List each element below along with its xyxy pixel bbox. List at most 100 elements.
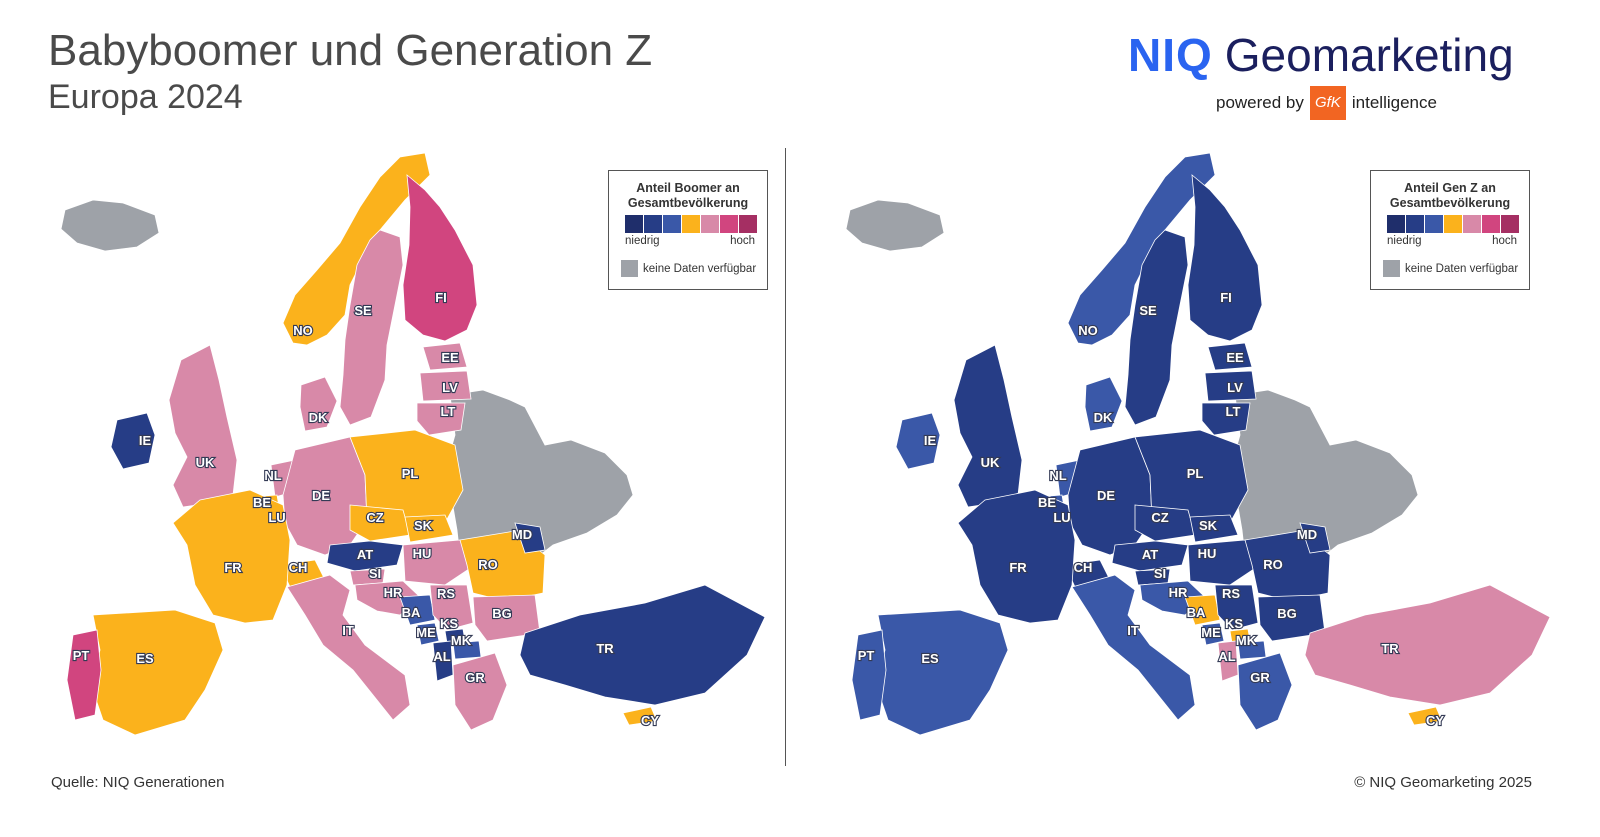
map-boomer: IE UK NO SE FI EE LV LT DK NL BE LU DE PL CZ SK AT CH FR SI… — [5, 145, 785, 770]
country-label-fr: FR — [224, 560, 242, 575]
country-label-si: SI — [1154, 566, 1166, 581]
country-label-hu: HU — [1198, 546, 1217, 561]
country-region-it — [286, 574, 411, 721]
country-region-ba — [399, 594, 436, 626]
legend-no-data-label: keine Daten verfügbar — [1405, 263, 1519, 275]
country-region-pt — [66, 629, 102, 721]
country-region-ba — [1184, 594, 1221, 626]
country-region-cz — [1134, 504, 1196, 542]
country-region-rs — [1214, 584, 1259, 631]
logo-niq-text: NIQ — [1128, 29, 1213, 81]
legend-no-data-swatch — [621, 260, 638, 277]
source-note: Quelle: NIQ Generationen — [51, 774, 225, 791]
legend-swatch — [1482, 215, 1500, 233]
country-label-de: DE — [312, 488, 330, 503]
country-region-se — [1124, 229, 1189, 426]
country-label-es: ES — [921, 651, 939, 666]
gfk-logo-icon: GfK — [1309, 86, 1346, 120]
country-region-at — [326, 540, 404, 572]
country-label-sk: SK — [414, 518, 433, 533]
country-label-ks: KS — [1225, 616, 1243, 631]
country-region-gr — [1237, 652, 1293, 731]
country-label-ks: KS — [440, 616, 458, 631]
country-region-bg — [1257, 594, 1326, 642]
legend-title: Anteil Boomer an Gesamtbevölkerung — [627, 181, 749, 210]
map-divider — [785, 148, 786, 766]
country-label-me: ME — [1201, 625, 1221, 640]
legend-no-data-swatch — [1383, 260, 1400, 277]
country-label-hr: HR — [1169, 585, 1188, 600]
country-region-es — [90, 609, 224, 736]
country-label-es: ES — [136, 651, 154, 666]
country-label-md: MD — [1297, 527, 1317, 542]
country-region-hu — [402, 539, 476, 586]
legend-low-label: niedrig — [1387, 235, 1422, 247]
country-region-cz — [349, 504, 411, 542]
country-region-sk — [404, 514, 454, 543]
country-region-gr — [452, 652, 508, 731]
country-label-pt: PT — [858, 648, 875, 663]
country-label-lu: LU — [268, 510, 285, 525]
legend-swatch — [1463, 215, 1481, 233]
country-label-al: AL — [1218, 649, 1235, 664]
country-label-cz: CZ — [366, 510, 383, 525]
country-region-pt — [851, 629, 887, 721]
country-region-is — [845, 199, 945, 252]
country-label-ch: CH — [1074, 560, 1093, 575]
country-label-me: ME — [416, 625, 436, 640]
country-shapes — [845, 152, 1551, 736]
country-region-lv — [419, 370, 472, 402]
country-label-hr: HR — [384, 585, 403, 600]
country-region-dk — [1084, 376, 1123, 432]
country-region-hu — [1187, 539, 1261, 586]
intelligence-text: intelligence — [1351, 93, 1437, 112]
legend-color-scale — [625, 215, 758, 233]
country-region-it — [1071, 574, 1196, 721]
country-label-ie: IE — [924, 433, 937, 448]
country-label-at: AT — [357, 547, 373, 562]
country-region-ks — [444, 628, 466, 644]
country-region-tr — [519, 584, 766, 706]
country-label-bg: BG — [492, 606, 512, 621]
country-label-no: NO — [1078, 323, 1098, 338]
legend-no-data-label: keine Daten verfügbar — [643, 263, 757, 275]
country-region-ks — [1229, 628, 1251, 644]
legend-swatch — [739, 215, 757, 233]
country-label-ba: BA — [1187, 605, 1206, 620]
country-region-me — [1201, 622, 1225, 646]
country-label-bg: BG — [1277, 606, 1297, 621]
country-label-fi: FI — [1220, 290, 1232, 305]
legend-high-label: hoch — [1492, 235, 1517, 247]
country-label-uk: UK — [981, 455, 1000, 470]
legend-swatch — [625, 215, 643, 233]
legend-swatch — [701, 215, 719, 233]
country-label-si: SI — [369, 566, 381, 581]
country-region-fi — [1187, 174, 1263, 342]
country-region-ie — [110, 412, 156, 470]
country-label-ee: EE — [1226, 350, 1244, 365]
country-label-lv: LV — [1227, 380, 1243, 395]
country-region-dk — [299, 376, 338, 432]
legend-swatch — [1406, 215, 1424, 233]
country-region-uk — [953, 344, 1023, 508]
country-label-tr: TR — [596, 641, 614, 656]
country-label-ba: BA — [402, 605, 421, 620]
country-region-ee — [422, 342, 468, 371]
country-label-ro: RO — [478, 557, 498, 572]
country-label-pl: PL — [1187, 466, 1204, 481]
legend-swatch — [1425, 215, 1443, 233]
country-label-mk: MK — [451, 633, 472, 648]
country-region-lt — [1201, 402, 1251, 436]
country-label-gr: GR — [1250, 670, 1270, 685]
country-label-sk: SK — [1199, 518, 1218, 533]
country-label-gr: GR — [465, 670, 485, 685]
country-label-lv: LV — [442, 380, 458, 395]
country-region-cy — [622, 706, 658, 726]
legend-boomer: Anteil Boomer an Gesamtbevölkerung niedr… — [608, 170, 768, 290]
country-region-al — [432, 640, 454, 682]
country-label-cz: CZ — [1151, 510, 1168, 525]
country-region-uk — [168, 344, 238, 508]
country-region-bg — [472, 594, 541, 642]
copyright-note: © NIQ Geomarketing 2025 — [1354, 774, 1532, 791]
